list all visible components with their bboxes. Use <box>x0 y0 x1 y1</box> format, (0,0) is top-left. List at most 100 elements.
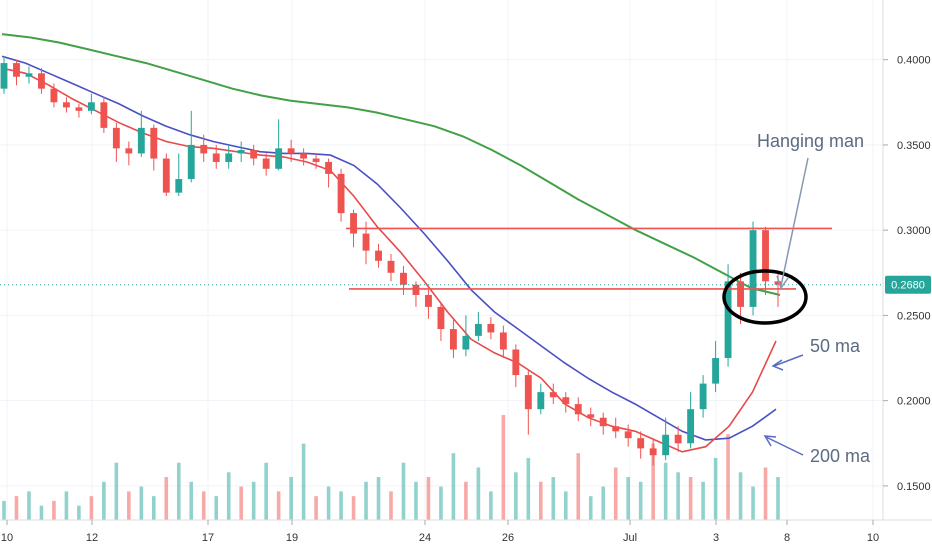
ma50-label: 50 ma <box>810 336 861 356</box>
candle-body <box>38 73 45 89</box>
candle-body <box>200 144 208 154</box>
x-tick-label: Jul <box>623 532 637 544</box>
candle-body <box>774 281 782 285</box>
candle-body <box>437 306 445 330</box>
volume-bar <box>563 491 568 520</box>
volume-bar <box>688 477 693 520</box>
candle-body <box>637 438 645 449</box>
candle-body <box>537 392 545 410</box>
y-tick-label: 0.2500 <box>897 310 931 322</box>
y-tick-label: 0.4000 <box>897 55 931 67</box>
candle-body <box>262 158 270 169</box>
volume-bar <box>39 505 44 520</box>
candle-body <box>662 434 670 456</box>
volume-bar <box>489 491 493 520</box>
volume-bar <box>77 505 81 520</box>
volume-bar <box>102 481 106 520</box>
volume-bar <box>364 481 368 520</box>
candle-body <box>287 148 295 154</box>
x-tick-label: 10 <box>1 532 13 544</box>
volume-bar <box>164 477 169 520</box>
candle-body <box>312 158 320 162</box>
volume-bar <box>551 477 556 520</box>
candle-body <box>0 63 8 89</box>
candle-body <box>250 150 258 159</box>
x-tick-label: 8 <box>784 532 790 544</box>
y-axis: 0.4000 0.3500 0.3000 0.2500 0.2000 0.1500 <box>882 0 931 520</box>
volume-bar <box>376 477 381 520</box>
candle-body <box>412 284 420 295</box>
candle-body <box>649 448 657 456</box>
hanging-man-arrowhead <box>776 275 789 290</box>
moving-averages <box>1 33 781 453</box>
candle-body <box>212 153 220 162</box>
candle-body <box>62 102 70 108</box>
volume-bar <box>239 486 243 520</box>
candle-body <box>375 250 382 261</box>
volume-bar <box>214 496 219 520</box>
series-line-50-ma <box>1 67 777 453</box>
candle-body <box>150 127 158 159</box>
volume-bar <box>663 462 668 520</box>
horizontal-lines <box>346 227 832 290</box>
candle-body <box>549 392 557 398</box>
volume-bar <box>114 462 119 520</box>
candle-body <box>87 102 95 111</box>
volume-bar <box>776 477 780 520</box>
volume-bar <box>613 467 618 520</box>
volume-bar <box>389 491 393 520</box>
volume-bar <box>514 472 518 520</box>
x-tick-label: 17 <box>202 532 214 544</box>
candle-body <box>574 404 582 415</box>
candle-body <box>125 148 133 154</box>
candle-body <box>749 230 757 307</box>
volume-bar <box>139 486 144 520</box>
volume-bar <box>27 491 31 520</box>
volume-bar <box>676 472 680 520</box>
candle-body <box>562 397 570 405</box>
annotations: Hanging man 50 ma 200 ma <box>722 131 871 466</box>
x-tick-label: 10 <box>867 532 879 544</box>
volume-bar <box>638 481 643 520</box>
candle-body <box>387 260 395 273</box>
y-tick-label: 0.3500 <box>897 140 931 152</box>
volume-bar <box>701 481 705 520</box>
volume-bar <box>539 481 543 520</box>
volume-bar <box>451 453 456 520</box>
candlesticks <box>0 56 782 466</box>
candle-body <box>674 434 682 444</box>
hanging-man-arrow <box>780 157 809 287</box>
candle-body <box>100 102 108 128</box>
candle-body <box>362 233 370 251</box>
volume-bar <box>713 457 718 520</box>
volume-bar <box>89 496 94 520</box>
y-tick-label: 0.3000 <box>897 225 931 237</box>
candle-body <box>499 332 507 350</box>
x-tick-label: 19 <box>286 532 298 544</box>
series-line-200-ma <box>1 55 777 441</box>
volume-bar <box>464 481 468 520</box>
volume-bar <box>526 457 531 520</box>
candle-body <box>462 335 470 350</box>
volume-bar <box>476 467 481 520</box>
candle-body <box>175 179 183 193</box>
volume-bar <box>651 443 655 520</box>
candle-body <box>487 323 495 333</box>
candle-body <box>425 294 432 307</box>
current-price-label: 0.2680 <box>885 275 931 294</box>
candle-body <box>275 148 283 169</box>
volume-bar <box>626 477 630 520</box>
x-axis: 10 12 17 19 24 26 Jul 3 8 10 <box>0 519 932 544</box>
volume-bar <box>189 481 194 520</box>
volume-bar <box>251 481 256 520</box>
x-tick-label: 26 <box>502 532 514 544</box>
volume-bar <box>738 472 743 520</box>
volume-bar <box>414 481 418 520</box>
candle-body <box>225 153 233 162</box>
volume-bar <box>52 500 56 520</box>
candle-body <box>612 426 620 432</box>
candle-body <box>762 230 769 282</box>
candle-body <box>449 329 457 350</box>
volume-bar <box>426 477 431 520</box>
